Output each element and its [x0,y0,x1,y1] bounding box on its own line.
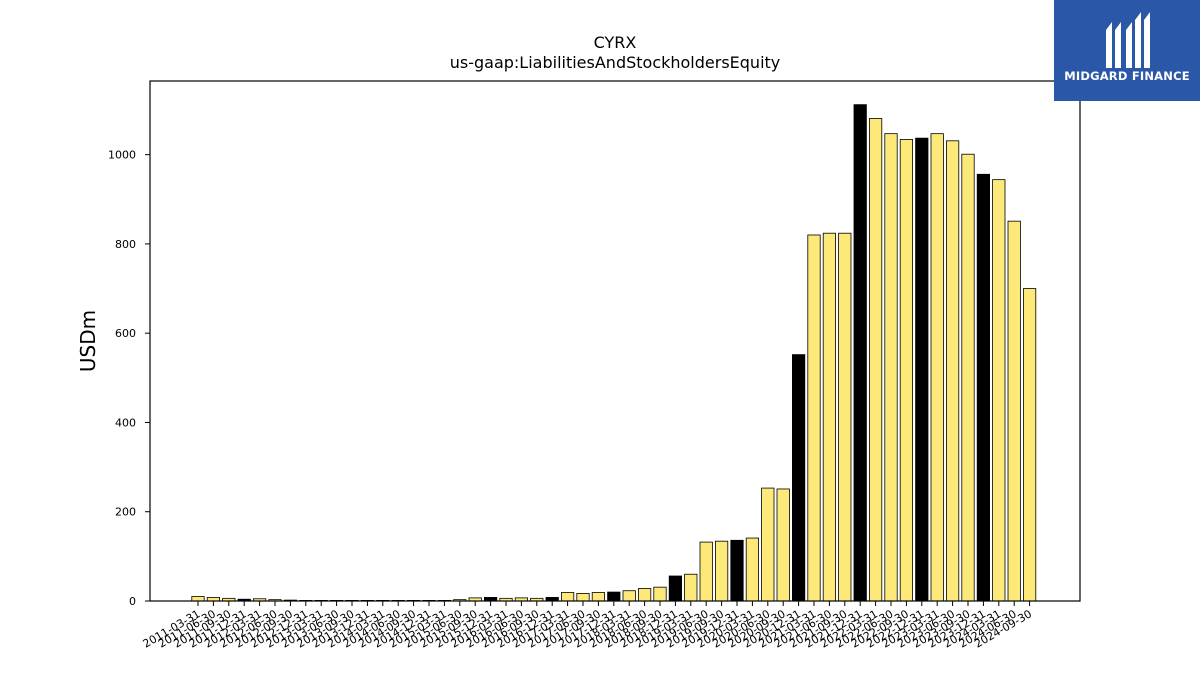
bar [1007,220,1021,602]
bar [622,590,636,602]
bar [191,596,205,602]
bar [638,588,652,602]
plot-frame [149,80,1081,602]
y-ticks: 0 200 400 600 800 1000 [108,149,150,608]
bar [699,541,713,602]
bar [761,487,775,602]
bar [561,592,575,602]
bar [930,133,944,602]
bar [838,232,852,602]
midgard-finance-logo: MIDGARD FINANCE [1054,0,1200,101]
bar [899,139,914,602]
bar [884,133,898,602]
y-tick-label: 800 [115,238,136,251]
bar [961,153,975,602]
bar [576,593,590,602]
bar [976,173,991,602]
bar [822,232,837,602]
bar [869,118,883,602]
chart-title: CYRX [594,33,637,52]
bar [1023,288,1037,602]
bar [807,234,821,602]
bar [653,586,667,602]
bar [946,140,960,602]
bar [684,573,698,602]
bar [792,354,806,602]
x-ticks: 2011-03-312011-06-302011-09-302011-12-31… [141,601,1034,651]
bar [668,575,683,602]
bar [715,540,729,602]
y-tick-label: 200 [115,506,136,519]
bar [915,137,929,602]
bar [591,592,606,602]
y-tick-label: 400 [115,416,136,429]
y-tick-label: 1000 [108,149,136,162]
midgard-logo-icon [1106,12,1150,68]
y-tick-label: 600 [115,327,136,340]
bar [730,539,744,602]
y-axis-label: USDm [76,310,100,372]
chart-subtitle: us-gaap:LiabilitiesAndStockholdersEquity [450,53,781,72]
bar [745,537,760,602]
logo-text: MIDGARD FINANCE [1064,69,1190,83]
bar [607,591,621,602]
bar [992,179,1006,602]
bars [191,104,1037,602]
y-tick-label: 0 [129,595,136,608]
bar [853,104,867,602]
bar [776,488,790,602]
